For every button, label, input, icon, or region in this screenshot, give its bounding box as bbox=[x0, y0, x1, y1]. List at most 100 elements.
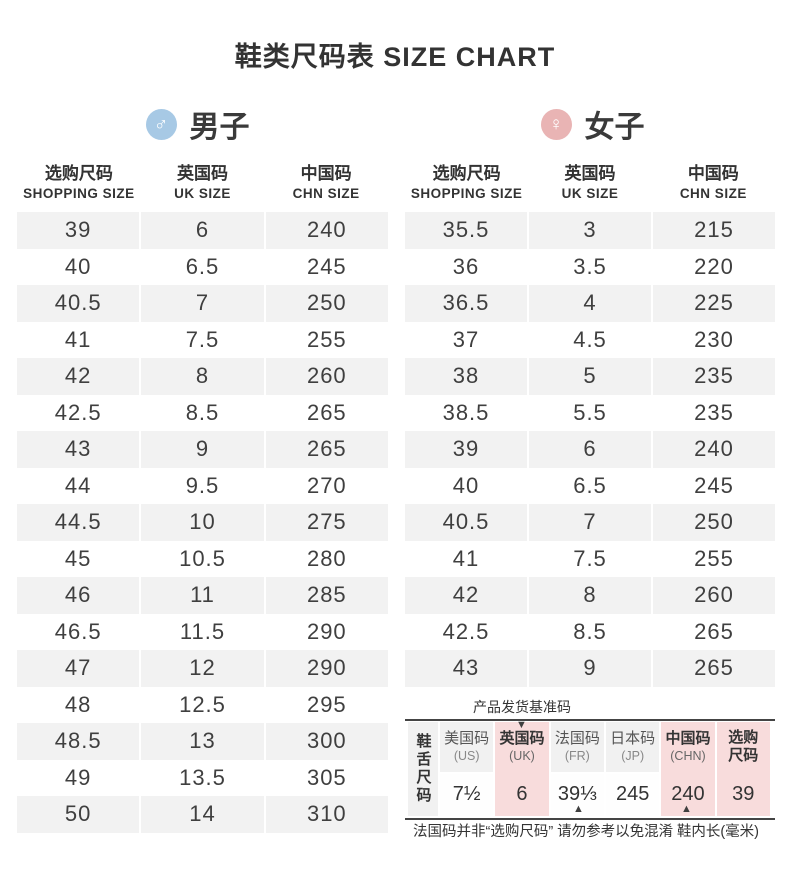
size-row: 43 9 265 bbox=[405, 650, 775, 687]
uk-size-cell: 8 bbox=[139, 358, 263, 395]
tongue-col-label-zh: 美国码 bbox=[444, 729, 490, 747]
size-row: 49 13.5 305 bbox=[17, 759, 388, 796]
tongue-col-value: 245 bbox=[605, 773, 660, 816]
shopping-size-cell: 50 bbox=[64, 801, 92, 827]
men-column-headers: 选购尺码 SHOPPING SIZE 英国码 UK SIZE 中国码 CHN S… bbox=[17, 163, 388, 206]
uk-size-cell: 5.5 bbox=[527, 394, 651, 431]
uk-size-cell: 14 bbox=[139, 796, 263, 833]
uk-size-cell: 5 bbox=[527, 358, 651, 395]
size-row: 50 14 310 bbox=[17, 796, 388, 833]
tongue-size-column: 美国码 (US) 7½ bbox=[440, 721, 494, 816]
tongue-col-label-sub: (FR) bbox=[564, 748, 590, 763]
uk-size-cell: 6.5 bbox=[527, 467, 651, 504]
tongue-size-column: 英国码 (UK) 6 bbox=[495, 721, 549, 816]
shopping-size-cell: 48 bbox=[64, 691, 92, 717]
size-row: 35.5 3 215 bbox=[405, 212, 775, 249]
chn-size-cell: 295 bbox=[263, 686, 388, 723]
shipping-standard-caption: 产品发货基准码 bbox=[473, 698, 571, 715]
size-row: 46 11 285 bbox=[17, 577, 388, 614]
shopping-size-cell: 45 bbox=[64, 545, 92, 571]
chn-size-cell: 245 bbox=[263, 248, 388, 285]
page-title: 鞋类尺码表 SIZE CHART bbox=[234, 42, 556, 72]
shopping-size-cell: 41 bbox=[452, 545, 480, 571]
tongue-col-header: 美国码 (US) bbox=[440, 721, 494, 772]
col-label-zh: 中国码 bbox=[687, 164, 739, 183]
uk-size-cell: 7.5 bbox=[139, 321, 263, 358]
uk-size-cell: 6.5 bbox=[139, 248, 263, 285]
chn-size-cell: 240 bbox=[263, 212, 388, 249]
shopping-size-cell: 42 bbox=[64, 363, 92, 389]
col-label-zh: 英国码 bbox=[564, 164, 616, 183]
women-size-table: 35.5 3 215 36 3.5 220 36.5 4 225 37 4.5 230 38 5 235 38… bbox=[405, 212, 775, 687]
tongue-size-columns: 美国码 (US) 7½ 英国码 (UK) 6 法国码 (FR) 39⅓ 日本码 (JP) 245 中国码… bbox=[440, 721, 770, 816]
tongue-col-value: 240 bbox=[671, 783, 705, 805]
chn-size-cell: 305 bbox=[263, 759, 388, 796]
uk-size-cell: 9.5 bbox=[139, 467, 263, 504]
tongue-col-header: 中国码 (CHN) bbox=[661, 722, 714, 772]
uk-size-cell: 9 bbox=[139, 431, 263, 468]
chn-size-cell: 255 bbox=[651, 540, 775, 577]
men-col-shopping-size: 选购尺码 SHOPPING SIZE bbox=[17, 163, 141, 206]
chn-size-cell: 235 bbox=[651, 394, 775, 431]
chn-size-cell: 255 bbox=[263, 321, 388, 358]
tongue-col-header: 日本码 (JP) bbox=[605, 721, 660, 772]
tongue-col-value: 6 bbox=[516, 783, 528, 805]
tongue-col-label-sub: 尺码 bbox=[728, 746, 759, 764]
note-inner-length: 鞋内长(毫米) bbox=[676, 823, 759, 840]
tongue-col-value: 39⅓ bbox=[550, 773, 604, 816]
shopping-size-cell: 46.5 bbox=[54, 618, 102, 644]
size-row: 36 3.5 220 bbox=[405, 248, 775, 285]
col-label-en: UK SIZE bbox=[561, 186, 619, 201]
uk-size-cell: 6 bbox=[527, 431, 651, 468]
men-col-chn-size: 中国码 CHN SIZE bbox=[264, 163, 388, 206]
tongue-col-header: 法国码 (FR) bbox=[550, 721, 604, 772]
tongue-col-header: 英国码 (UK) bbox=[495, 722, 548, 772]
male-symbol: ♂ bbox=[153, 113, 169, 135]
col-label-en: SHOPPING SIZE bbox=[410, 186, 523, 201]
size-row: 44 9.5 270 bbox=[17, 467, 388, 504]
size-row: 41 7.5 255 bbox=[405, 540, 775, 577]
shopping-size-cell: 42 bbox=[452, 582, 480, 608]
shopping-size-cell: 40 bbox=[452, 472, 480, 498]
male-icon: ♂ bbox=[145, 108, 177, 140]
chn-size-cell: 225 bbox=[651, 285, 775, 322]
shopping-size-cell: 47 bbox=[64, 655, 92, 681]
shopping-size-cell: 44 bbox=[64, 472, 92, 498]
up-arrow-icon-chn: ▲ bbox=[681, 802, 692, 815]
shopping-size-cell: 37 bbox=[452, 326, 480, 352]
size-row: 42.5 8.5 265 bbox=[17, 394, 388, 431]
tongue-size-row-label: 鞋舌尺码 bbox=[408, 721, 438, 816]
size-row: 43 9 265 bbox=[17, 431, 388, 468]
uk-size-cell: 7 bbox=[527, 504, 651, 541]
col-label-en: CHN SIZE bbox=[679, 186, 747, 201]
uk-size-cell: 9 bbox=[527, 650, 651, 687]
shopping-size-cell: 39 bbox=[452, 436, 480, 462]
shopping-size-cell: 38 bbox=[452, 363, 480, 389]
shopping-size-cell: 40 bbox=[64, 253, 92, 279]
shopping-size-cell: 44.5 bbox=[54, 509, 102, 535]
uk-size-cell: 12 bbox=[139, 650, 263, 687]
female-icon: ♀ bbox=[540, 108, 572, 140]
col-label-en: SHOPPING SIZE bbox=[23, 186, 135, 201]
size-row: 38 5 235 bbox=[405, 358, 775, 395]
shopping-size-cell: 46 bbox=[64, 582, 92, 608]
uk-size-cell: 7 bbox=[139, 285, 263, 322]
chart-columns: ♂ 男子 选购尺码 SHOPPING SIZE 英国码 UK SIZE 中国码 … bbox=[0, 72, 790, 841]
chn-size-cell: 310 bbox=[263, 796, 388, 833]
chn-size-cell: 215 bbox=[651, 212, 775, 249]
uk-size-cell: 13 bbox=[139, 723, 263, 760]
shopping-size-cell: 35.5 bbox=[442, 217, 490, 243]
size-row: 42 8 260 bbox=[17, 358, 388, 395]
uk-size-cell: 10.5 bbox=[139, 540, 263, 577]
size-row: 37 4.5 230 bbox=[405, 321, 775, 358]
chn-size-cell: 220 bbox=[651, 248, 775, 285]
size-row: 36.5 4 225 bbox=[405, 285, 775, 322]
tongue-col-label-zh: 选购 bbox=[728, 728, 759, 746]
size-row: 41 7.5 255 bbox=[17, 321, 388, 358]
women-col-shopping-size: 选购尺码 SHOPPING SIZE bbox=[405, 163, 528, 206]
women-section: ♀ 女子 选购尺码 SHOPPING SIZE 英国码 UK SIZE 中国码 … bbox=[395, 72, 790, 841]
tongue-col-header: 选购 尺码 bbox=[717, 722, 770, 772]
size-row: 40 6.5 245 bbox=[405, 467, 775, 504]
size-row: 40 6.5 245 bbox=[17, 248, 388, 285]
women-label: 女子 bbox=[584, 111, 645, 144]
